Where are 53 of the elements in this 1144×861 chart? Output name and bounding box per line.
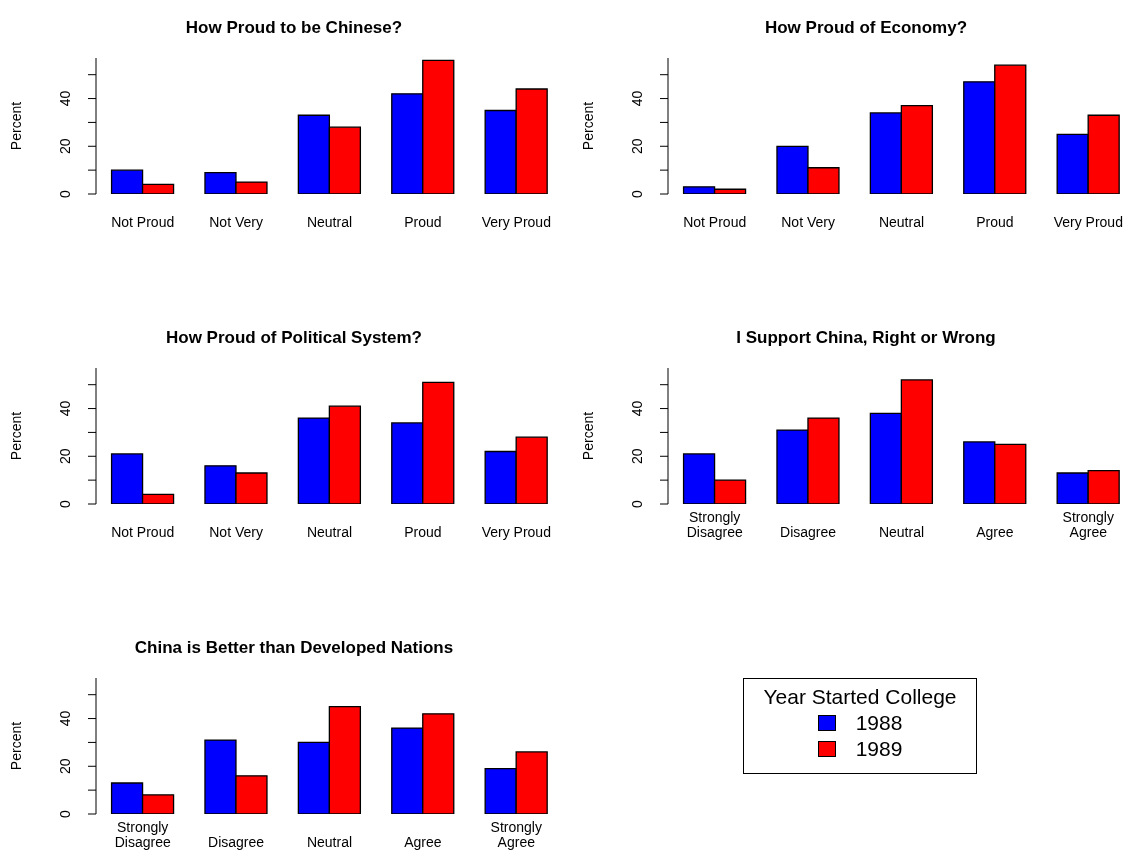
chart-title: How Proud to be Chinese?	[184, 18, 404, 38]
y-axis-title: Percent	[7, 721, 24, 771]
chart-title: China is Better than Developed Nations	[133, 638, 455, 658]
y-tick-label: 40	[57, 400, 73, 417]
x-tick-label: Disagree	[780, 524, 837, 540]
x-tick-label: Neutral	[306, 214, 353, 230]
x-tick-label: Proud	[404, 524, 442, 540]
x-tick-label: Strongly Agree	[1062, 509, 1114, 540]
x-tick-label: Not Proud	[683, 214, 747, 230]
x-tick-label: Not Proud	[111, 524, 175, 540]
y-tick-label: 40	[629, 400, 645, 417]
y-tick-label: 0	[629, 499, 645, 508]
x-tick-label: Not Very	[209, 214, 263, 230]
y-tick-label: 20	[629, 138, 645, 155]
x-tick-label: Agree	[404, 834, 442, 850]
y-axis-title: Percent	[579, 101, 596, 151]
x-tick-label: Neutral	[306, 524, 353, 540]
y-tick-label: 0	[629, 189, 645, 198]
x-tick-label: Very Proud	[1053, 214, 1123, 230]
y-tick-label: 40	[629, 90, 645, 107]
x-tick-label: Neutral	[878, 524, 925, 540]
y-axis-title: Percent	[579, 411, 596, 461]
x-tick-label: Not Very	[209, 524, 263, 540]
y-tick-label: 40	[57, 90, 73, 107]
x-tick-label: Very Proud	[481, 524, 551, 540]
y-axis-title: Percent	[7, 411, 24, 461]
x-tick-label: Not Very	[781, 214, 835, 230]
x-tick-label: Not Proud	[111, 214, 175, 230]
x-tick-label: Neutral	[878, 214, 925, 230]
x-tick-label: Neutral	[306, 834, 353, 850]
y-tick-label: 0	[57, 499, 73, 508]
y-tick-label: 20	[57, 138, 73, 155]
legend-label: 1988	[855, 711, 903, 735]
y-tick-label: 0	[57, 189, 73, 198]
y-tick-label: 20	[57, 448, 73, 465]
chart-title: How Proud of Political System?	[165, 328, 423, 348]
x-tick-label: Proud	[404, 214, 442, 230]
y-tick-label: 20	[629, 448, 645, 465]
chart-title: How Proud of Economy?	[763, 18, 969, 38]
y-axis-title: Percent	[7, 101, 24, 151]
x-tick-label: Strongly Disagree	[686, 509, 743, 540]
y-tick-label: 40	[57, 710, 73, 727]
x-tick-label: Strongly Agree	[490, 819, 542, 850]
x-tick-label: Proud	[976, 214, 1014, 230]
y-tick-label: 0	[57, 809, 73, 818]
x-tick-label: Strongly Disagree	[114, 819, 171, 850]
x-tick-label: Disagree	[208, 834, 265, 850]
x-tick-label: Agree	[976, 524, 1014, 540]
legend-title: Year Started College	[762, 685, 958, 709]
chart-title: I Support China, Right or Wrong	[735, 328, 997, 348]
y-tick-label: 20	[57, 758, 73, 775]
legend-label: 1989	[855, 737, 903, 761]
x-tick-label: Very Proud	[481, 214, 551, 230]
